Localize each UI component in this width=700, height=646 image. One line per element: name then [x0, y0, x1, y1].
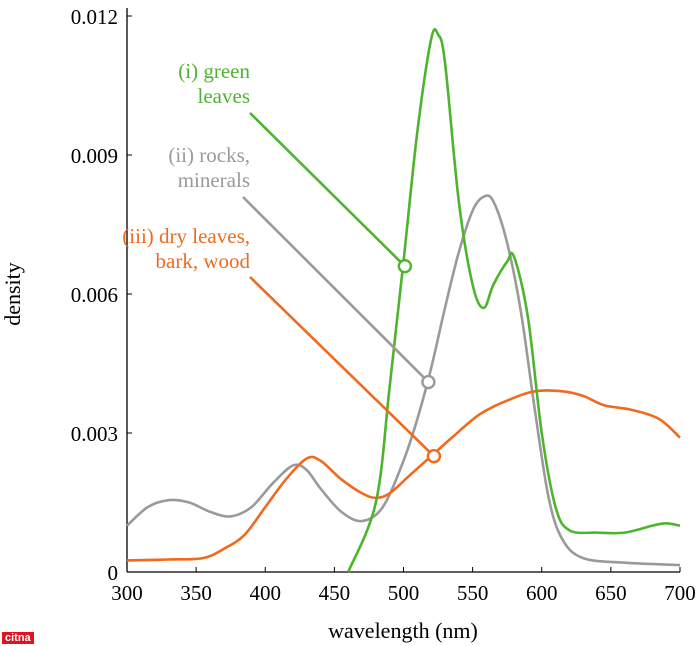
x-tick-label: 350 — [180, 581, 212, 605]
annotation-line-1 — [249, 112, 406, 268]
x-tick-label: 550 — [457, 581, 489, 605]
annotation-marker-3 — [426, 448, 442, 464]
series-line-1 — [346, 28, 681, 573]
series-label-3: bark, wood — [156, 249, 251, 273]
y-tick-label: 0.006 — [71, 283, 118, 307]
y-tick-label: 0.003 — [71, 422, 118, 446]
y-tick-label: 0 — [108, 561, 119, 585]
series-label-3: (iii) dry leaves, — [122, 224, 250, 248]
annotation-marker-1 — [397, 259, 413, 274]
series-line-3 — [126, 389, 681, 562]
series-label-1: (i) green — [178, 59, 250, 83]
y-axis-label: density — [0, 262, 25, 326]
x-tick-label: 650 — [595, 581, 627, 605]
x-tick-label: 600 — [526, 581, 558, 605]
x-tick-label: 400 — [250, 581, 282, 605]
x-tick-label: 450 — [319, 581, 351, 605]
x-tick-label: 300 — [111, 581, 143, 605]
x-tick-label: 700 — [664, 581, 696, 605]
watermark-logo: citna — [2, 632, 34, 644]
series-label-2: minerals — [178, 168, 250, 192]
annotation-line-3 — [249, 276, 435, 458]
annotation-marker-2 — [421, 374, 436, 390]
y-tick-label: 0.012 — [71, 5, 118, 29]
series-label-2: (ii) rocks, — [168, 143, 250, 167]
x-tick-label: 500 — [388, 581, 420, 605]
series-label-1: leaves — [198, 84, 250, 108]
series-line-2 — [126, 194, 681, 567]
y-tick-label: 0.009 — [71, 144, 118, 168]
x-axis-label: wavelength (nm) — [328, 618, 478, 643]
annotation-line-2 — [242, 196, 430, 383]
